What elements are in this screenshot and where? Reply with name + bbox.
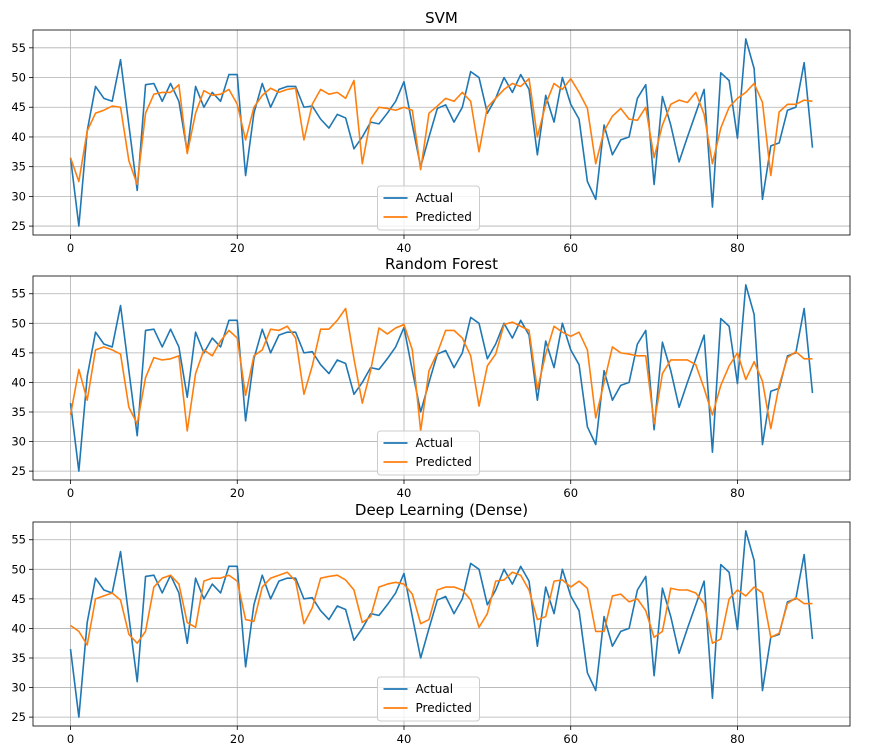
y-tick-label: 40: [11, 375, 26, 389]
y-tick-label: 35: [11, 651, 26, 665]
legend-label-predicted: Predicted: [416, 455, 472, 469]
chart-title: SVM: [425, 9, 458, 27]
y-tick-label: 50: [11, 316, 26, 330]
x-tick-label: 0: [67, 486, 74, 500]
y-tick-label: 55: [11, 533, 26, 547]
y-tick-label: 30: [11, 681, 26, 695]
y-tick-label: 45: [11, 592, 26, 606]
y-tick-label: 40: [11, 130, 26, 144]
chart-title: Deep Learning (Dense): [355, 501, 528, 519]
legend-box: [377, 676, 480, 722]
legend-label-actual: Actual: [416, 191, 454, 205]
legend-box: [377, 430, 480, 476]
series-line-predicted: [69, 77, 813, 186]
series-line-actual: [69, 38, 814, 227]
series-line-actual: [69, 284, 814, 472]
legend: Actual Predicted: [377, 430, 480, 476]
y-tick-label: 25: [11, 710, 26, 724]
legend-box: [377, 185, 480, 231]
x-tick-label: 0: [67, 241, 74, 255]
y-tick-label: 35: [11, 160, 26, 174]
x-tick-label: 60: [563, 486, 578, 500]
axes-frame: [32, 275, 851, 481]
legend-label-actual: Actual: [416, 436, 454, 450]
y-tick-label: 25: [11, 219, 26, 233]
legend: Actual Predicted: [377, 676, 480, 722]
legend: Actual Predicted: [377, 185, 480, 231]
series-line-predicted: [70, 571, 813, 646]
legend-label-actual: Actual: [416, 682, 454, 696]
series-line-predicted: [69, 307, 813, 432]
x-tick-label: 20: [230, 486, 245, 500]
x-tick-label: 20: [230, 241, 245, 255]
x-tick-label: 40: [397, 241, 412, 255]
x-tick-label: 80: [730, 486, 745, 500]
y-tick-label: 50: [11, 71, 26, 85]
y-tick-label: 30: [11, 435, 26, 449]
y-tick-label: 45: [11, 100, 26, 114]
y-tick-label: 55: [11, 287, 26, 301]
y-tick-label: 45: [11, 346, 26, 360]
subplot-1: SVM 0 20 40 60 80 25 30 35 40 45 50 55 Actual Predicte…: [11, 9, 851, 255]
axes-frame: [32, 29, 851, 236]
x-tick-label: 80: [730, 732, 745, 746]
y-tick-label: 55: [11, 41, 26, 55]
x-tick-label: 20: [230, 732, 245, 746]
subplot-2: Random Forest 0 20 40 60 80 25 30 35 40 45 50 55 Actu…: [11, 255, 851, 500]
x-tick-label: 60: [563, 241, 578, 255]
x-tick-label: 80: [730, 241, 745, 255]
series-line-actual: [69, 530, 814, 718]
chart-title: Random Forest: [385, 255, 498, 273]
legend-label-predicted: Predicted: [416, 210, 472, 224]
y-tick-label: 40: [11, 621, 26, 635]
y-tick-label: 30: [11, 189, 26, 203]
x-tick-label: 40: [397, 732, 412, 746]
subplot-3: Deep Learning (Dense) 0 20 40 60 80 25 30 35 40 45…: [11, 501, 851, 746]
legend-label-predicted: Predicted: [416, 701, 472, 715]
axes-frame: [32, 521, 851, 727]
x-tick-label: 0: [67, 732, 74, 746]
x-tick-label: 40: [397, 486, 412, 500]
x-tick-label: 60: [563, 732, 578, 746]
y-tick-label: 35: [11, 405, 26, 419]
y-tick-label: 25: [11, 464, 26, 478]
y-tick-label: 50: [11, 562, 26, 576]
